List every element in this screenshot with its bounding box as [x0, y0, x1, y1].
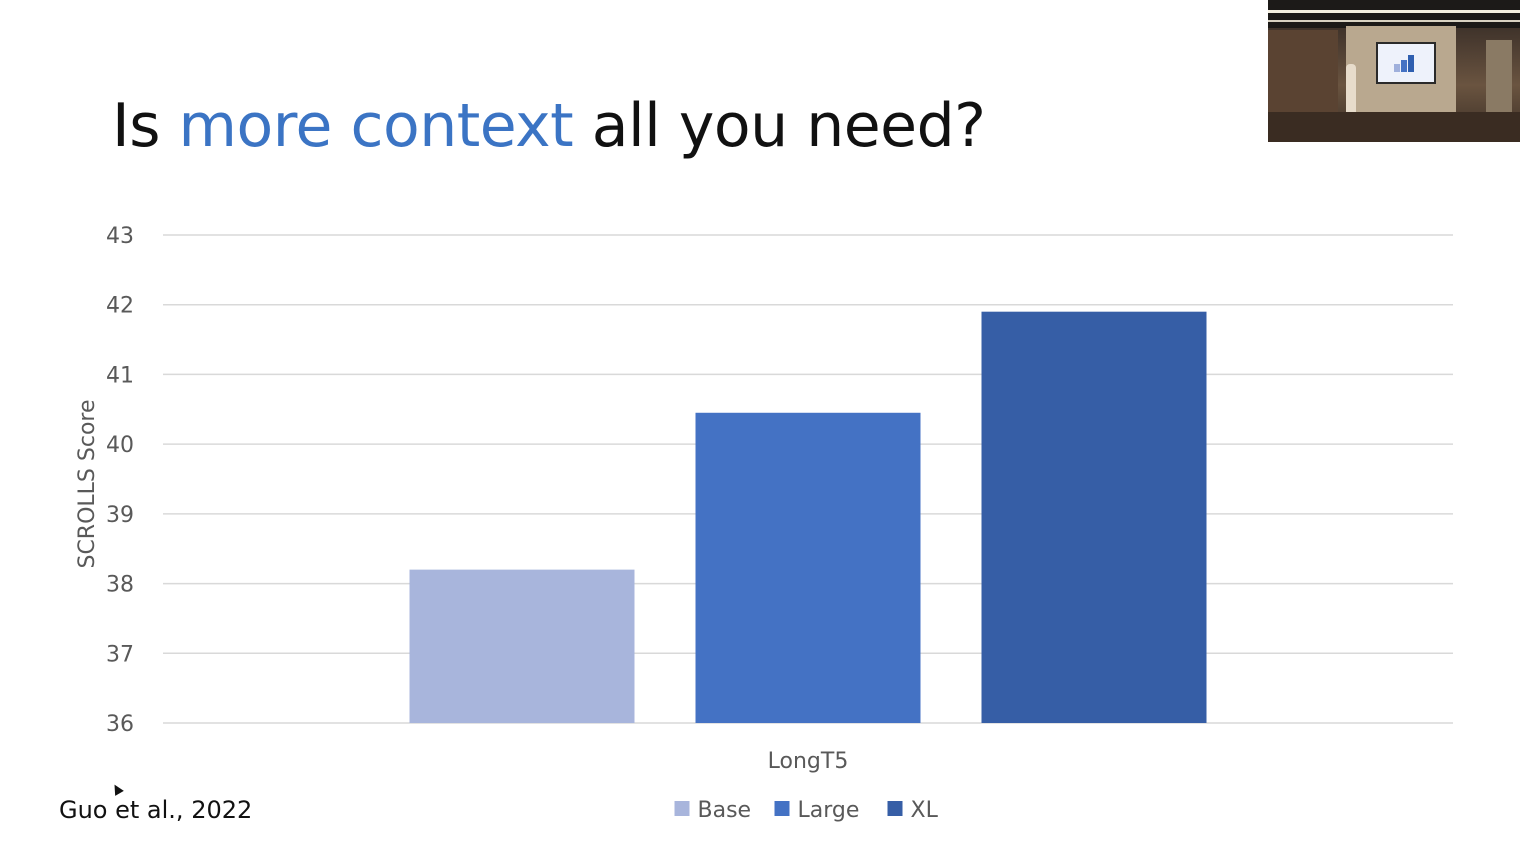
- y-tick-labels: 36 37 38 39 40 41 42 43: [106, 224, 134, 737]
- y-tick-label: 38: [106, 573, 134, 598]
- title-highlight: more context: [178, 91, 574, 161]
- y-tick-label: 42: [106, 294, 134, 319]
- legend-label-xl: XL: [911, 798, 939, 823]
- legend-label-large: Large: [798, 798, 860, 823]
- y-axis-title: SCROLLS Score: [75, 399, 100, 568]
- title-suffix: all you need?: [573, 91, 986, 161]
- bar-base: [409, 569, 635, 723]
- title-prefix: Is: [112, 91, 179, 161]
- legend-swatch-large: [774, 801, 790, 816]
- category-label: LongT5: [768, 749, 849, 774]
- bar-xl: [981, 311, 1207, 723]
- legend-swatch-base: [674, 801, 690, 816]
- citation: Guo et al., 2022: [59, 796, 253, 824]
- bar-large: [695, 412, 921, 723]
- category-labels: LongT5: [768, 749, 849, 774]
- y-tick-label: 36: [106, 712, 134, 737]
- y-tick-label: 41: [106, 363, 134, 388]
- legend: Base Large XL: [674, 798, 939, 823]
- slide-title: Is more context all you need?: [112, 86, 986, 166]
- legend-swatch-xl: [887, 801, 903, 816]
- legend-label-base: Base: [698, 798, 752, 823]
- y-tick-label: 40: [106, 433, 134, 458]
- y-tick-label: 43: [106, 224, 134, 249]
- webcam-feed: [1268, 0, 1520, 142]
- bars: [409, 311, 1207, 723]
- y-tick-label: 39: [106, 503, 134, 528]
- y-tick-label: 37: [106, 642, 134, 667]
